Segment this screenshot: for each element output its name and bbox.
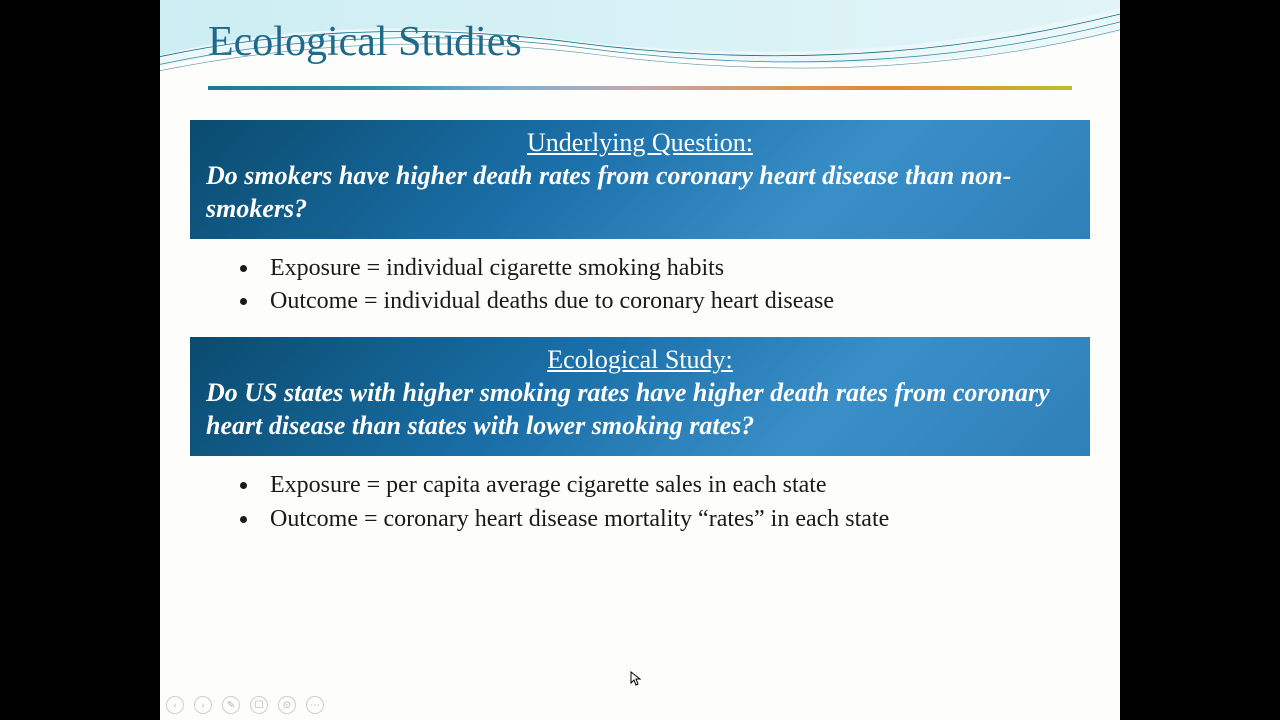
ecological-study-box: Ecological Study: Do US states with high…	[190, 337, 1090, 456]
box1-heading: Underlying Question:	[206, 128, 1074, 158]
rainbow-divider	[208, 86, 1072, 90]
bullets-2: Exposure = per capita average cigarette …	[260, 470, 1090, 534]
prev-button[interactable]: ‹	[166, 696, 184, 714]
list-item: Exposure = per capita average cigarette …	[260, 470, 1090, 501]
slide: Ecological Studies Underlying Question: …	[160, 0, 1120, 720]
slideshow-controls: ‹ › ✎ ☐ ⊙ ⋯	[166, 696, 324, 714]
box2-question: Do US states with higher smoking rates h…	[206, 377, 1074, 442]
next-button[interactable]: ›	[194, 696, 212, 714]
cursor-icon	[630, 671, 642, 692]
box1-question: Do smokers have higher death rates from …	[206, 160, 1074, 225]
bullets-1: Exposure = individual cigarette smoking …	[260, 253, 1090, 317]
box2-heading: Ecological Study:	[206, 345, 1074, 375]
list-item: Outcome = individual deaths due to coron…	[260, 286, 1090, 317]
pen-button[interactable]: ✎	[222, 696, 240, 714]
zoom-button[interactable]: ⊙	[278, 696, 296, 714]
slide-title: Ecological Studies	[208, 18, 522, 66]
subtitles-button[interactable]: ☐	[250, 696, 268, 714]
list-item: Outcome = coronary heart disease mortali…	[260, 504, 1090, 535]
list-item: Exposure = individual cigarette smoking …	[260, 253, 1090, 284]
more-button[interactable]: ⋯	[306, 696, 324, 714]
underlying-question-box: Underlying Question: Do smokers have hig…	[190, 120, 1090, 239]
slide-content: Underlying Question: Do smokers have hig…	[160, 110, 1120, 553]
